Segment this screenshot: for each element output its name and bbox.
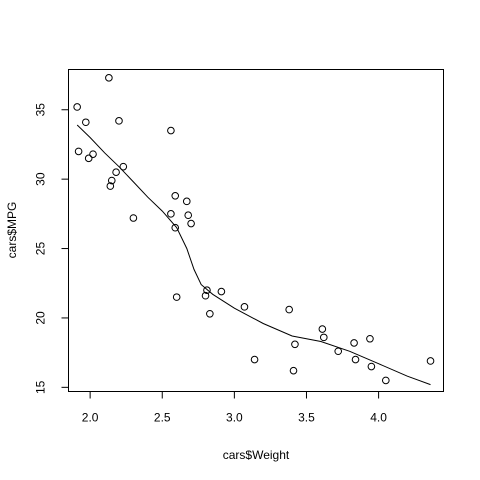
data-point: [182, 197, 191, 206]
data-point: [115, 117, 123, 125]
data-point: [367, 362, 376, 371]
data-point: [74, 147, 83, 156]
data-point: [82, 118, 90, 127]
data-point: [129, 214, 138, 222]
data-point: [106, 182, 115, 190]
data-point: [240, 303, 249, 311]
data-point: [119, 162, 128, 171]
x-tick-label: 3.0: [226, 411, 243, 425]
x-tick-label: 2.0: [82, 411, 99, 425]
smooth-line-layer: [76, 124, 431, 386]
data-point: [350, 339, 358, 347]
data-point: [289, 366, 298, 375]
data-point: [291, 340, 299, 349]
y-axis: 15 20 25 30 35: [34, 103, 69, 394]
y-tick-label: 25: [34, 242, 48, 256]
points-layer: [73, 74, 435, 385]
data-point: [285, 305, 293, 314]
data-point: [107, 176, 116, 185]
data-point: [171, 192, 180, 200]
data-point: [334, 347, 343, 356]
data-point: [171, 223, 180, 232]
data-point: [318, 325, 327, 333]
data-point: [172, 293, 181, 301]
y-axis-label: cars$MPG: [5, 202, 19, 259]
data-point: [351, 355, 360, 364]
data-point: [203, 286, 211, 294]
data-point: [184, 211, 193, 220]
data-point: [382, 376, 390, 385]
data-point: [89, 150, 97, 158]
data-point: [187, 219, 195, 228]
data-point: [201, 291, 210, 300]
data-point: [105, 74, 113, 82]
smooth-line: [76, 124, 431, 386]
data-point: [84, 154, 93, 163]
data-point: [167, 126, 175, 135]
x-tick-label: 3.5: [298, 411, 315, 425]
data-point: [167, 210, 175, 218]
y-tick-label: 35: [34, 103, 48, 117]
data-point: [112, 168, 120, 177]
x-axis: 2.0 2.5 3.0 3.5 4.0: [82, 391, 387, 425]
data-point: [73, 103, 81, 111]
data-point: [366, 334, 374, 343]
data-point: [217, 287, 226, 296]
x-axis-label: cars$Weight: [223, 448, 290, 462]
y-tick-label: 30: [34, 172, 48, 186]
x-tick-label: 2.5: [154, 411, 171, 425]
data-point: [426, 357, 435, 365]
data-point: [250, 355, 259, 364]
data-point: [319, 333, 328, 342]
data-point: [206, 309, 214, 318]
plot-frame: [68, 69, 444, 392]
y-tick-label: 15: [34, 380, 48, 394]
x-tick-label: 4.0: [370, 411, 387, 425]
y-tick-label: 20: [34, 311, 48, 325]
